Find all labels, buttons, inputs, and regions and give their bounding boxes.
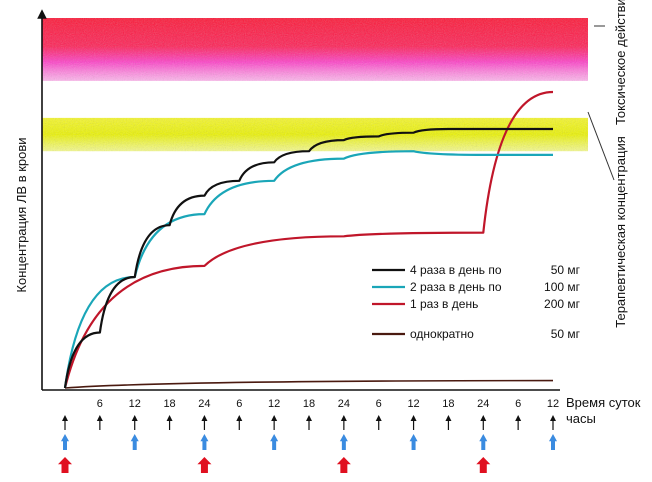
dose-arrow-4x-head: [62, 415, 68, 421]
dose-arrow-4x-head: [410, 415, 417, 421]
series-line: [63, 127, 553, 389]
x-tick-label: 6: [515, 398, 521, 410]
dose-arrow-4x-head: [340, 415, 347, 421]
x-tick-label: 18: [303, 398, 315, 410]
dose-arrow-4x-head: [480, 415, 487, 421]
legend-label: 4 раза в день по: [410, 263, 502, 277]
x-tick-label: 18: [163, 398, 175, 410]
legend-dose: 200 мг: [544, 297, 581, 311]
x-tick-label: 24: [338, 398, 350, 410]
legend-dose: 100 мг: [544, 280, 581, 294]
therapeutic-zone-label: Терапевтическая концентрация: [613, 136, 628, 327]
x-tick-label: 24: [477, 398, 489, 410]
dose-arrow-2x: [479, 434, 488, 450]
dose-arrow-4x-head: [515, 415, 522, 421]
toxic-zone-texture: [42, 18, 588, 81]
legend-dose: 50 мг: [551, 263, 581, 277]
series-group: [63, 90, 554, 389]
legend-label: 1 раз в день: [410, 297, 478, 311]
x-tick-label: 24: [198, 398, 210, 410]
y-axis-label: Концентрация ЛВ в крови: [14, 137, 29, 292]
dose-arrow-4x-head: [445, 415, 452, 421]
therapeutic-zone-leader: [587, 111, 615, 181]
dose-arrow-1x: [58, 457, 72, 473]
dose-arrow-4x-head: [271, 415, 278, 421]
dosing-arrows: [58, 415, 557, 473]
x-tick-label: 6: [97, 398, 103, 410]
dose-arrow-4x-head: [201, 415, 208, 421]
dose-arrow-2x: [549, 434, 557, 450]
dose-arrow-2x: [200, 434, 209, 450]
dose-arrow-1x: [336, 457, 351, 473]
dose-arrow-2x: [409, 434, 418, 450]
legend-label: 2 раза в день по: [410, 280, 502, 294]
x-tick-label: 12: [407, 398, 419, 410]
dose-arrow-1x: [476, 457, 491, 473]
x-tick-label: 12: [547, 398, 559, 410]
legend: 4 раза в день по 50 мг 2 раза в день по 100…: [372, 263, 581, 341]
dose-arrow-1x: [197, 457, 212, 473]
dose-arrow-2x: [61, 434, 69, 450]
x-tick-label: 12: [268, 398, 280, 410]
x-axis-label: Время суток: [566, 395, 641, 410]
dose-arrow-4x-head: [306, 415, 312, 421]
dose-arrow-2x: [339, 434, 348, 450]
x-tick-label: 6: [376, 398, 382, 410]
legend-dose: 50 мг: [551, 327, 581, 341]
x-axis-unit: часы: [566, 411, 596, 426]
dose-arrow-4x-head: [166, 415, 173, 421]
series-line: [64, 379, 554, 389]
zones: [42, 18, 588, 152]
toxic-zone-label: Токсическое действие: [613, 0, 628, 125]
x-tick-label: 18: [442, 398, 454, 410]
dose-arrow-4x-head: [96, 415, 103, 421]
x-tick-label: 12: [129, 398, 141, 410]
dose-arrow-4x-head: [550, 415, 556, 421]
dose-arrow-4x-head: [236, 415, 243, 421]
dose-arrow-2x: [130, 434, 139, 450]
axes: 6 12 18 24 6 12 18 24 6 12 18 24 6 12: [37, 9, 615, 410]
dose-arrow-4x-head: [131, 415, 138, 421]
dose-arrow-2x: [270, 434, 279, 450]
legend-label: однократно: [410, 327, 474, 341]
dose-arrow-4x-head: [375, 415, 382, 421]
x-tick-label: 6: [236, 398, 242, 410]
